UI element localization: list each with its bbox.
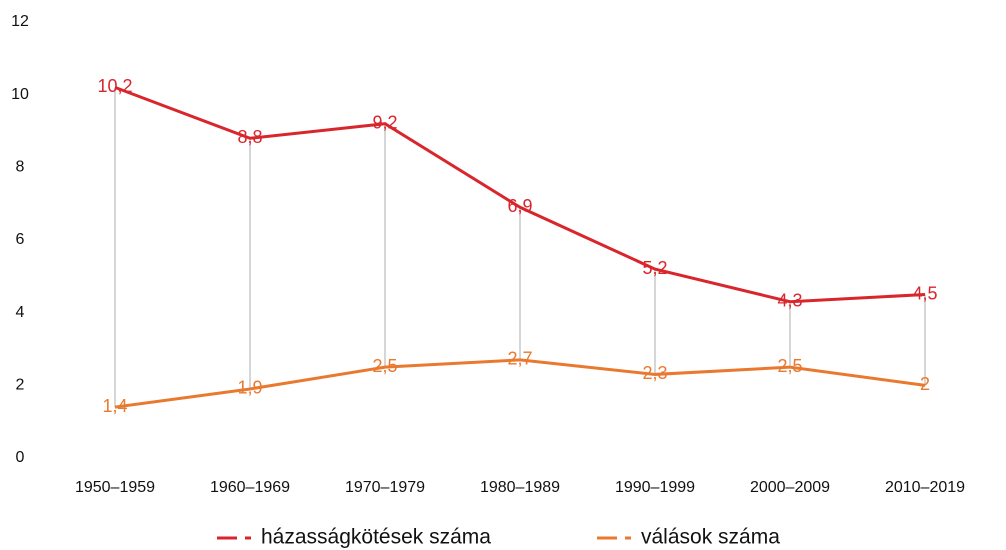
data-label: 2,3 xyxy=(642,363,667,383)
data-label: 10,2 xyxy=(97,76,132,96)
data-label: 2 xyxy=(920,374,930,394)
data-label: 2,5 xyxy=(777,356,802,376)
data-label: 1,4 xyxy=(102,396,127,416)
data-label: 2,7 xyxy=(507,349,532,369)
data-label: 4,3 xyxy=(777,291,802,311)
y-tick-label: 2 xyxy=(16,377,25,394)
data-label: 8,8 xyxy=(237,127,262,147)
x-tick-label: 2000–2009 xyxy=(750,479,830,496)
series-line xyxy=(114,358,926,409)
x-tick-label: 1980–1989 xyxy=(480,479,560,496)
data-label: 2,5 xyxy=(372,356,397,376)
data-label: 9,2 xyxy=(372,112,397,132)
y-tick-label: 0 xyxy=(16,449,25,466)
y-tick-label: 8 xyxy=(16,159,25,176)
y-tick-label: 10 xyxy=(11,86,29,103)
data-label: 1,9 xyxy=(237,378,262,398)
data-label: 6,9 xyxy=(507,196,532,216)
y-tick-label: 12 xyxy=(11,13,29,30)
data-label: 4,5 xyxy=(912,283,937,303)
data-label: 5,2 xyxy=(642,258,667,278)
x-tick-label: 1970–1979 xyxy=(345,479,425,496)
legend-label: válások száma xyxy=(641,526,780,549)
legend-label: házasságkötések száma xyxy=(261,526,491,549)
y-tick-label: 4 xyxy=(16,304,25,321)
y-tick-label: 6 xyxy=(16,231,25,248)
x-tick-label: 1950–1959 xyxy=(75,479,155,496)
x-tick-label: 1990–1999 xyxy=(615,479,695,496)
x-tick-label: 1960–1969 xyxy=(210,479,290,496)
x-tick-label: 2010–2019 xyxy=(885,479,965,496)
series-line xyxy=(114,85,926,304)
